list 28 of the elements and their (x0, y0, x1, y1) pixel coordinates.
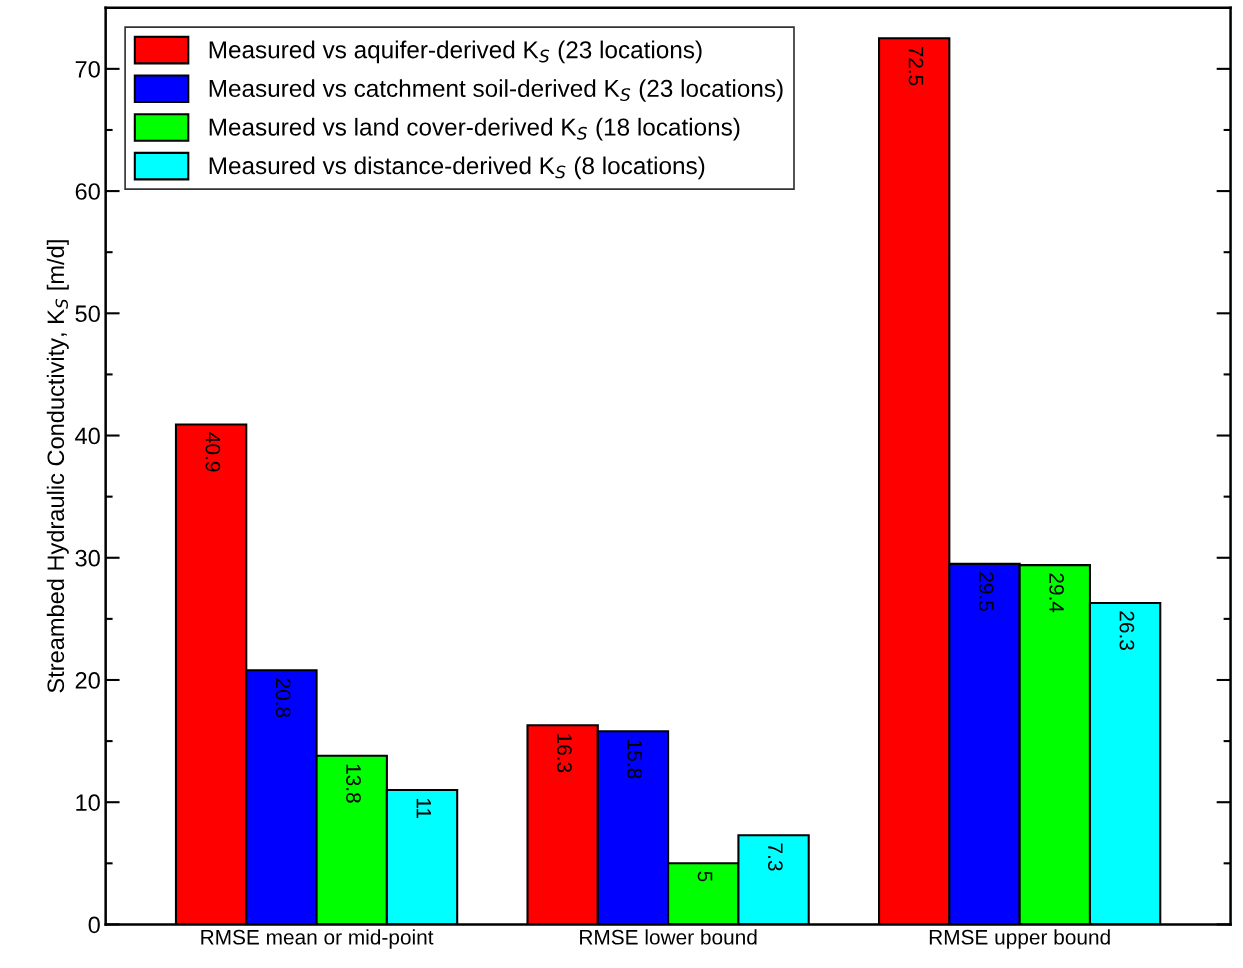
data-label: 20.8 (275, 678, 291, 718)
data-label: 13.8 (346, 764, 361, 803)
y-tick-label: 20 (75, 672, 100, 689)
data-label: 40.9 (205, 432, 221, 472)
x-tick-label: RMSE upper bound (929, 929, 1110, 949)
data-label: 26.3 (1119, 611, 1135, 650)
y-tick-label: 60 (75, 183, 100, 200)
y-tick-label: 10 (76, 794, 100, 811)
data-label: 15.8 (627, 740, 643, 779)
data-label: 29.4 (1049, 573, 1064, 613)
y-tick-label: 40 (75, 427, 100, 445)
y-tick-label: 30 (75, 549, 100, 567)
data-label: 11 (416, 798, 431, 818)
x-tick-label: RMSE mean or mid-point (201, 929, 434, 949)
data-label: 7.3 (767, 843, 783, 871)
legend-label: Measured vs aquifer-derived K$_{S}$ (23 locations) (209, 40, 702, 64)
legend-label: Measured vs distance-derived K$_{S}$ (8 locations) (209, 156, 705, 180)
y-tick-label: 50 (75, 305, 100, 323)
data-label: 16.3 (557, 734, 572, 773)
legend-label: Measured vs land cover-derived K$_{S}$ (18 locations) (209, 117, 740, 141)
data-label: 5 (697, 871, 713, 882)
y-axis-title: Streambed Hydraulic Conductivity, K$_{S}$ [m/d] (46, 240, 69, 693)
legend-label: Measured vs catchment soil-derived K$_{S}$ (23 locations) (209, 79, 783, 102)
data-label: 72.5 (908, 46, 924, 86)
data-label: 29.5 (978, 572, 994, 611)
x-tick-label: RMSE lower bound (580, 929, 757, 945)
y-tick-label: 0 (88, 916, 100, 934)
y-tick-label: 70 (75, 60, 100, 78)
